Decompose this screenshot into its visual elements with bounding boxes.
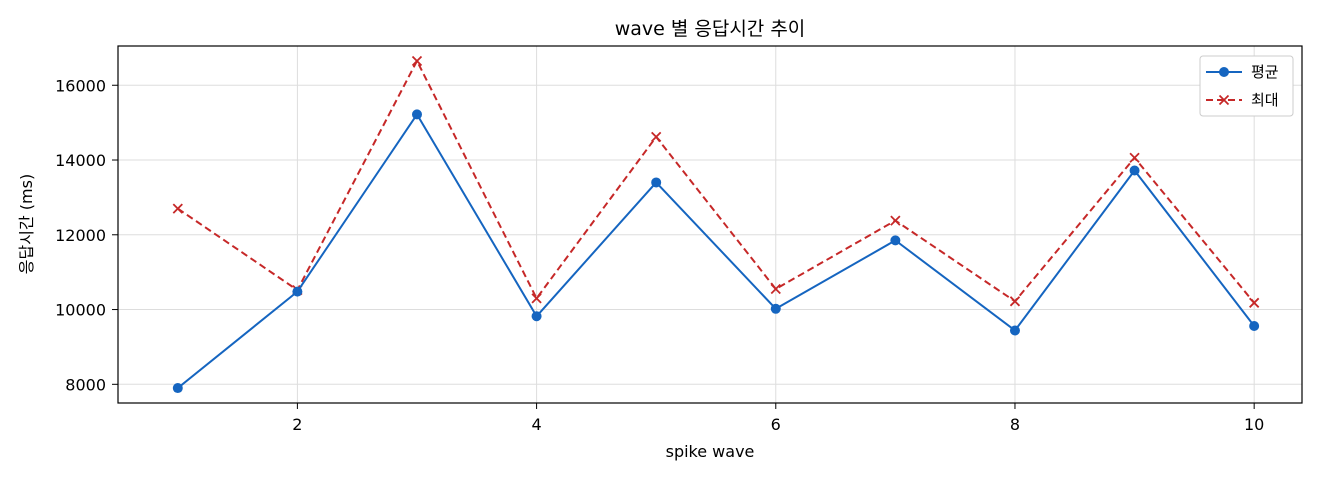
data-point bbox=[1249, 320, 1260, 331]
chart-title: wave 별 응답시간 추이 bbox=[615, 18, 806, 40]
y-axis-ticks: 8000 10000 12000 14000 16000 bbox=[55, 76, 118, 394]
data-point bbox=[651, 131, 662, 142]
legend-marker bbox=[1218, 94, 1230, 106]
x-tick-label: 8 bbox=[1010, 415, 1020, 434]
x-tick-label: 10 bbox=[1244, 415, 1264, 434]
x-tick-label: 4 bbox=[531, 415, 541, 434]
data-point bbox=[770, 303, 781, 314]
data-point bbox=[292, 286, 303, 297]
data-point bbox=[531, 293, 542, 304]
data-point bbox=[411, 109, 422, 120]
y-tick-label: 10000 bbox=[55, 301, 106, 320]
x-tick-label: 6 bbox=[771, 415, 781, 434]
y-tick-label: 14000 bbox=[55, 151, 106, 170]
legend-item-1: 평균 bbox=[1206, 63, 1279, 81]
series-layer bbox=[172, 55, 1260, 394]
x-axis-ticks: 2 4 6 8 10 bbox=[292, 403, 1264, 434]
grid bbox=[118, 46, 1302, 403]
data-point bbox=[1249, 297, 1260, 308]
legend-item-2: 최대 bbox=[1206, 91, 1279, 109]
data-point bbox=[1129, 152, 1140, 163]
y-tick-label: 12000 bbox=[55, 226, 106, 245]
series-2 bbox=[172, 55, 1260, 308]
y-tick-label: 16000 bbox=[55, 76, 106, 95]
series-line bbox=[177, 113, 1255, 389]
legend-label: 최대 bbox=[1251, 91, 1279, 109]
series-1 bbox=[172, 109, 1260, 394]
y-tick-label: 8000 bbox=[65, 375, 106, 394]
y-axis-label: 응답시간 (ms) bbox=[17, 174, 36, 274]
data-point bbox=[890, 235, 901, 246]
data-point bbox=[651, 177, 662, 188]
plot-frame bbox=[117, 45, 1303, 404]
legend-label: 평균 bbox=[1251, 63, 1279, 81]
x-tick-label: 2 bbox=[292, 415, 302, 434]
legend-box bbox=[1199, 55, 1294, 117]
x-axis-label: spike wave bbox=[666, 442, 755, 461]
data-point bbox=[531, 311, 542, 322]
data-point bbox=[411, 55, 423, 67]
data-point bbox=[1129, 165, 1140, 176]
data-point bbox=[890, 215, 901, 226]
data-point bbox=[172, 383, 183, 394]
series-line bbox=[177, 59, 1255, 304]
data-point bbox=[1009, 296, 1021, 307]
data-point bbox=[172, 203, 183, 214]
legend-marker bbox=[1219, 67, 1229, 77]
data-point bbox=[770, 283, 781, 295]
data-point bbox=[1009, 325, 1020, 336]
